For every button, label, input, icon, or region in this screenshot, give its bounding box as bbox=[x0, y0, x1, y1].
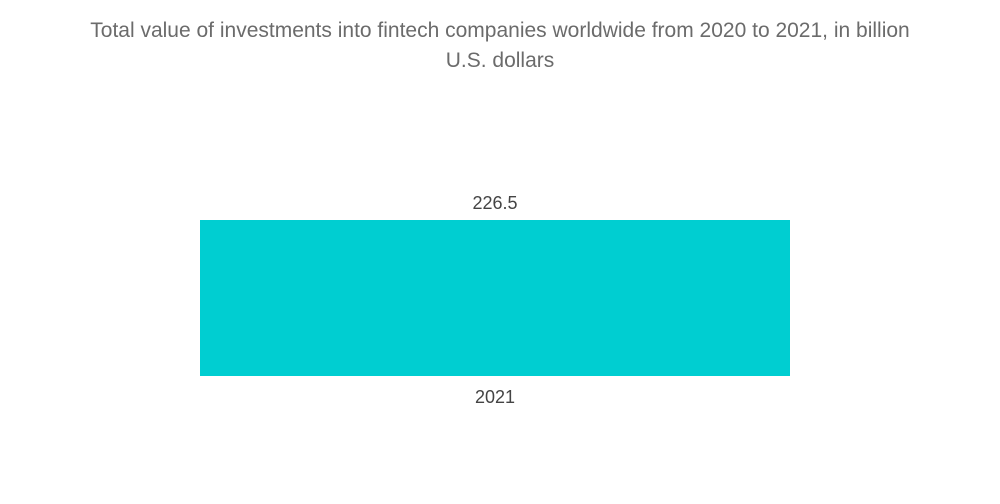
bar-2021 bbox=[200, 220, 790, 376]
data-label-2021: 226.5 bbox=[472, 193, 517, 213]
chart-title: Total value of investments into fintech … bbox=[0, 16, 1000, 76]
chart-title-line-2: U.S. dollars bbox=[445, 49, 555, 72]
x-tick-label-2021: 2021 bbox=[475, 387, 515, 407]
chart-title-line-1: Total value of investments into fintech … bbox=[90, 19, 910, 42]
